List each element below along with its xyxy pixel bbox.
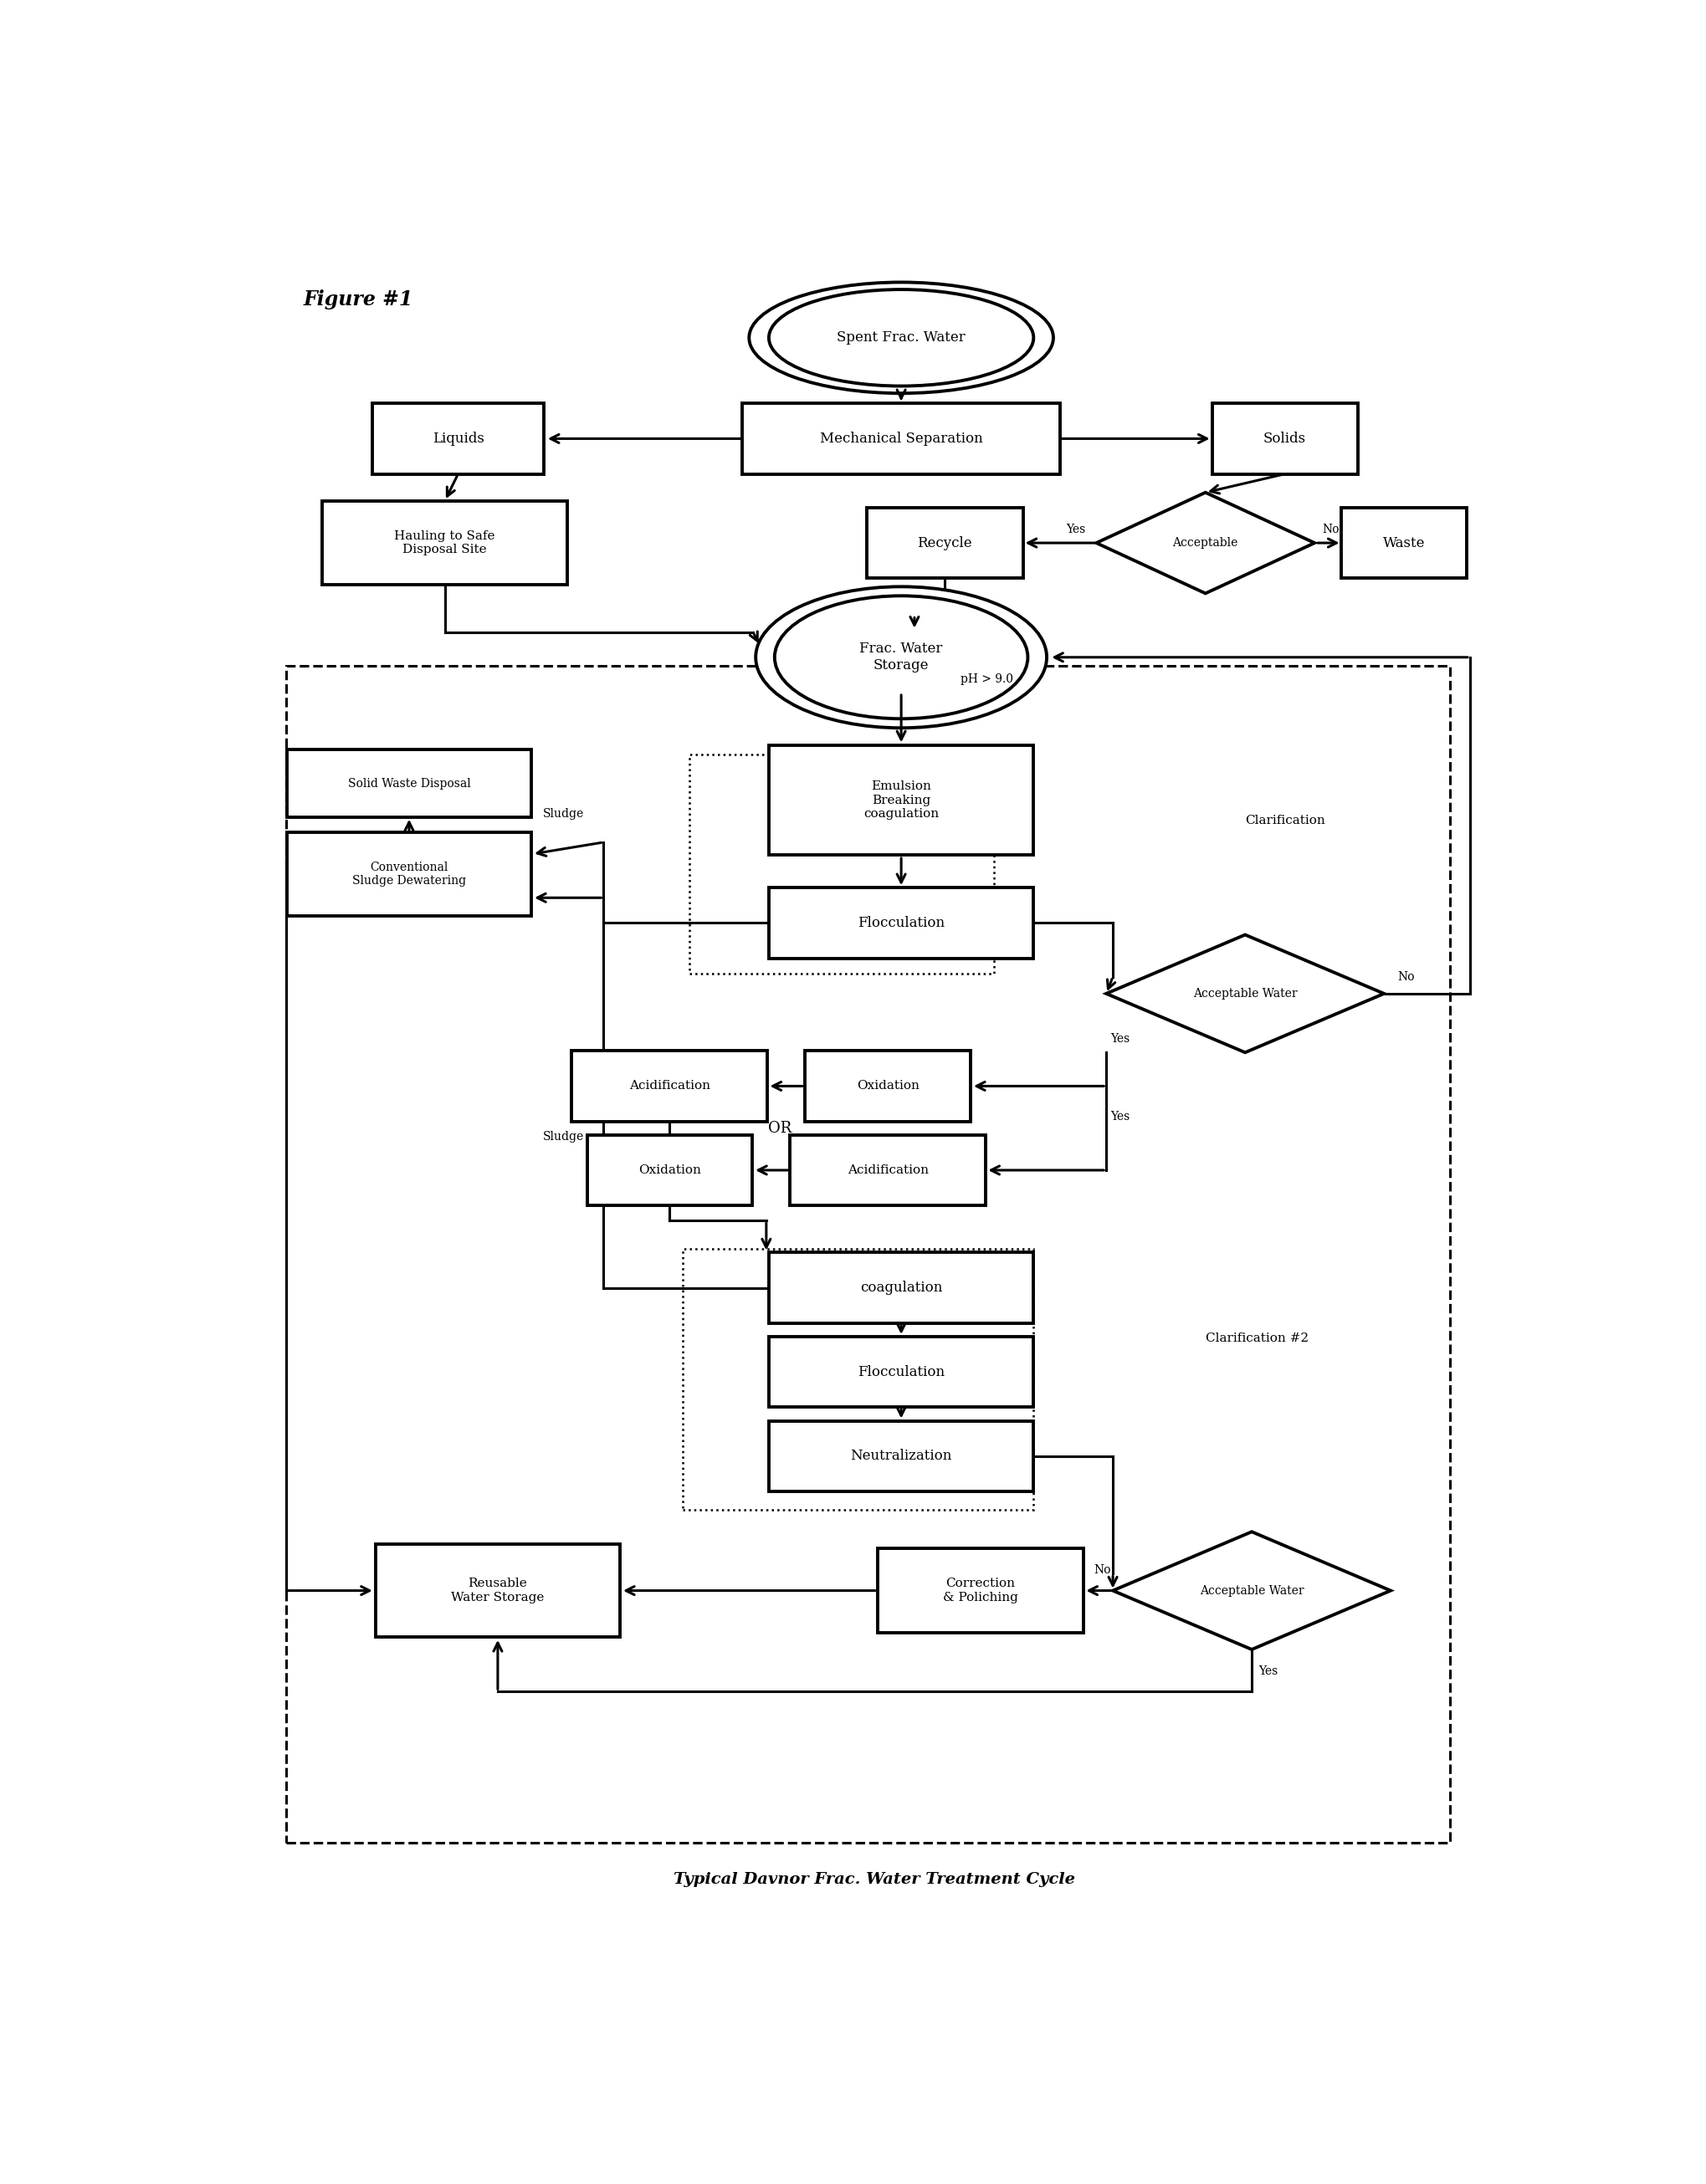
- Text: Hauling to Safe
Disposal Site: Hauling to Safe Disposal Site: [394, 531, 495, 555]
- Text: Clarification #2: Clarification #2: [1204, 1332, 1309, 1343]
- Text: OR: OR: [768, 1120, 792, 1136]
- Bar: [769, 1254, 1034, 1324]
- Text: Oxidation: Oxidation: [638, 1164, 701, 1175]
- Bar: [689, 756, 993, 974]
- Bar: [769, 1422, 1034, 1492]
- Bar: [867, 507, 1022, 579]
- Text: Flocculation: Flocculation: [856, 915, 945, 930]
- Polygon shape: [1095, 491, 1314, 594]
- Text: Correction
& Poliching: Correction & Poliching: [942, 1579, 1018, 1603]
- Ellipse shape: [756, 587, 1046, 727]
- Text: Waste: Waste: [1382, 535, 1425, 550]
- Text: Yes: Yes: [1109, 1033, 1129, 1044]
- Text: Mechanical Separation: Mechanical Separation: [819, 432, 983, 446]
- Text: Solids: Solids: [1262, 432, 1305, 446]
- Bar: [587, 1136, 752, 1206]
- Text: Acceptable: Acceptable: [1172, 537, 1237, 548]
- Text: Oxidation: Oxidation: [856, 1081, 920, 1092]
- Bar: [1211, 404, 1356, 474]
- Bar: [877, 1548, 1083, 1634]
- Text: Yes: Yes: [1257, 1666, 1278, 1677]
- Text: pH > 9.0: pH > 9.0: [960, 673, 1013, 686]
- Text: Reusable
Water Storage: Reusable Water Storage: [450, 1579, 544, 1603]
- Text: Acceptable Water: Acceptable Water: [1192, 987, 1297, 1000]
- Bar: [769, 1337, 1034, 1406]
- Ellipse shape: [749, 282, 1053, 393]
- Bar: [769, 745, 1034, 854]
- Text: Sludge: Sludge: [543, 808, 583, 819]
- Bar: [1341, 507, 1465, 579]
- Text: coagulation: coagulation: [860, 1280, 942, 1295]
- Text: Solid Waste Disposal: Solid Waste Disposal: [348, 778, 471, 788]
- Bar: [322, 500, 566, 585]
- Text: Spent Frac. Water: Spent Frac. Water: [836, 330, 966, 345]
- Text: Yes: Yes: [1066, 524, 1085, 535]
- Text: Yes: Yes: [1109, 1109, 1129, 1123]
- Text: No: No: [1397, 972, 1414, 983]
- Text: No: No: [1094, 1564, 1111, 1577]
- Ellipse shape: [768, 290, 1034, 387]
- Bar: [769, 887, 1034, 959]
- Text: Figure #1: Figure #1: [304, 288, 413, 310]
- Ellipse shape: [775, 596, 1027, 719]
- Text: Acidification: Acidification: [630, 1081, 710, 1092]
- Text: Liquids: Liquids: [432, 432, 485, 446]
- Text: Typical Davnor Frac. Water Treatment Cycle: Typical Davnor Frac. Water Treatment Cyc…: [674, 1872, 1075, 1887]
- Bar: [287, 666, 1450, 1843]
- Text: Neutralization: Neutralization: [850, 1448, 952, 1463]
- Bar: [287, 749, 531, 817]
- Text: Conventional
Sludge Dewatering: Conventional Sludge Dewatering: [351, 860, 466, 887]
- Bar: [572, 1051, 768, 1120]
- Bar: [790, 1136, 986, 1206]
- Text: Sludge: Sludge: [543, 1131, 583, 1142]
- Bar: [372, 404, 544, 474]
- Text: No: No: [1322, 524, 1339, 535]
- Polygon shape: [1105, 935, 1384, 1053]
- Bar: [287, 832, 531, 917]
- Text: Recycle: Recycle: [916, 535, 972, 550]
- Text: Emulsion
Breaking
coagulation: Emulsion Breaking coagulation: [863, 782, 938, 819]
- Text: Clarification: Clarification: [1245, 815, 1324, 826]
- Bar: [805, 1051, 971, 1120]
- Polygon shape: [1112, 1531, 1390, 1649]
- Text: Acceptable Water: Acceptable Water: [1199, 1586, 1303, 1597]
- Text: Flocculation: Flocculation: [856, 1365, 945, 1378]
- Text: Acidification: Acidification: [846, 1164, 928, 1175]
- Bar: [742, 404, 1059, 474]
- Bar: [375, 1544, 619, 1636]
- Text: Frac. Water
Storage: Frac. Water Storage: [860, 642, 942, 673]
- Bar: [682, 1249, 1034, 1509]
